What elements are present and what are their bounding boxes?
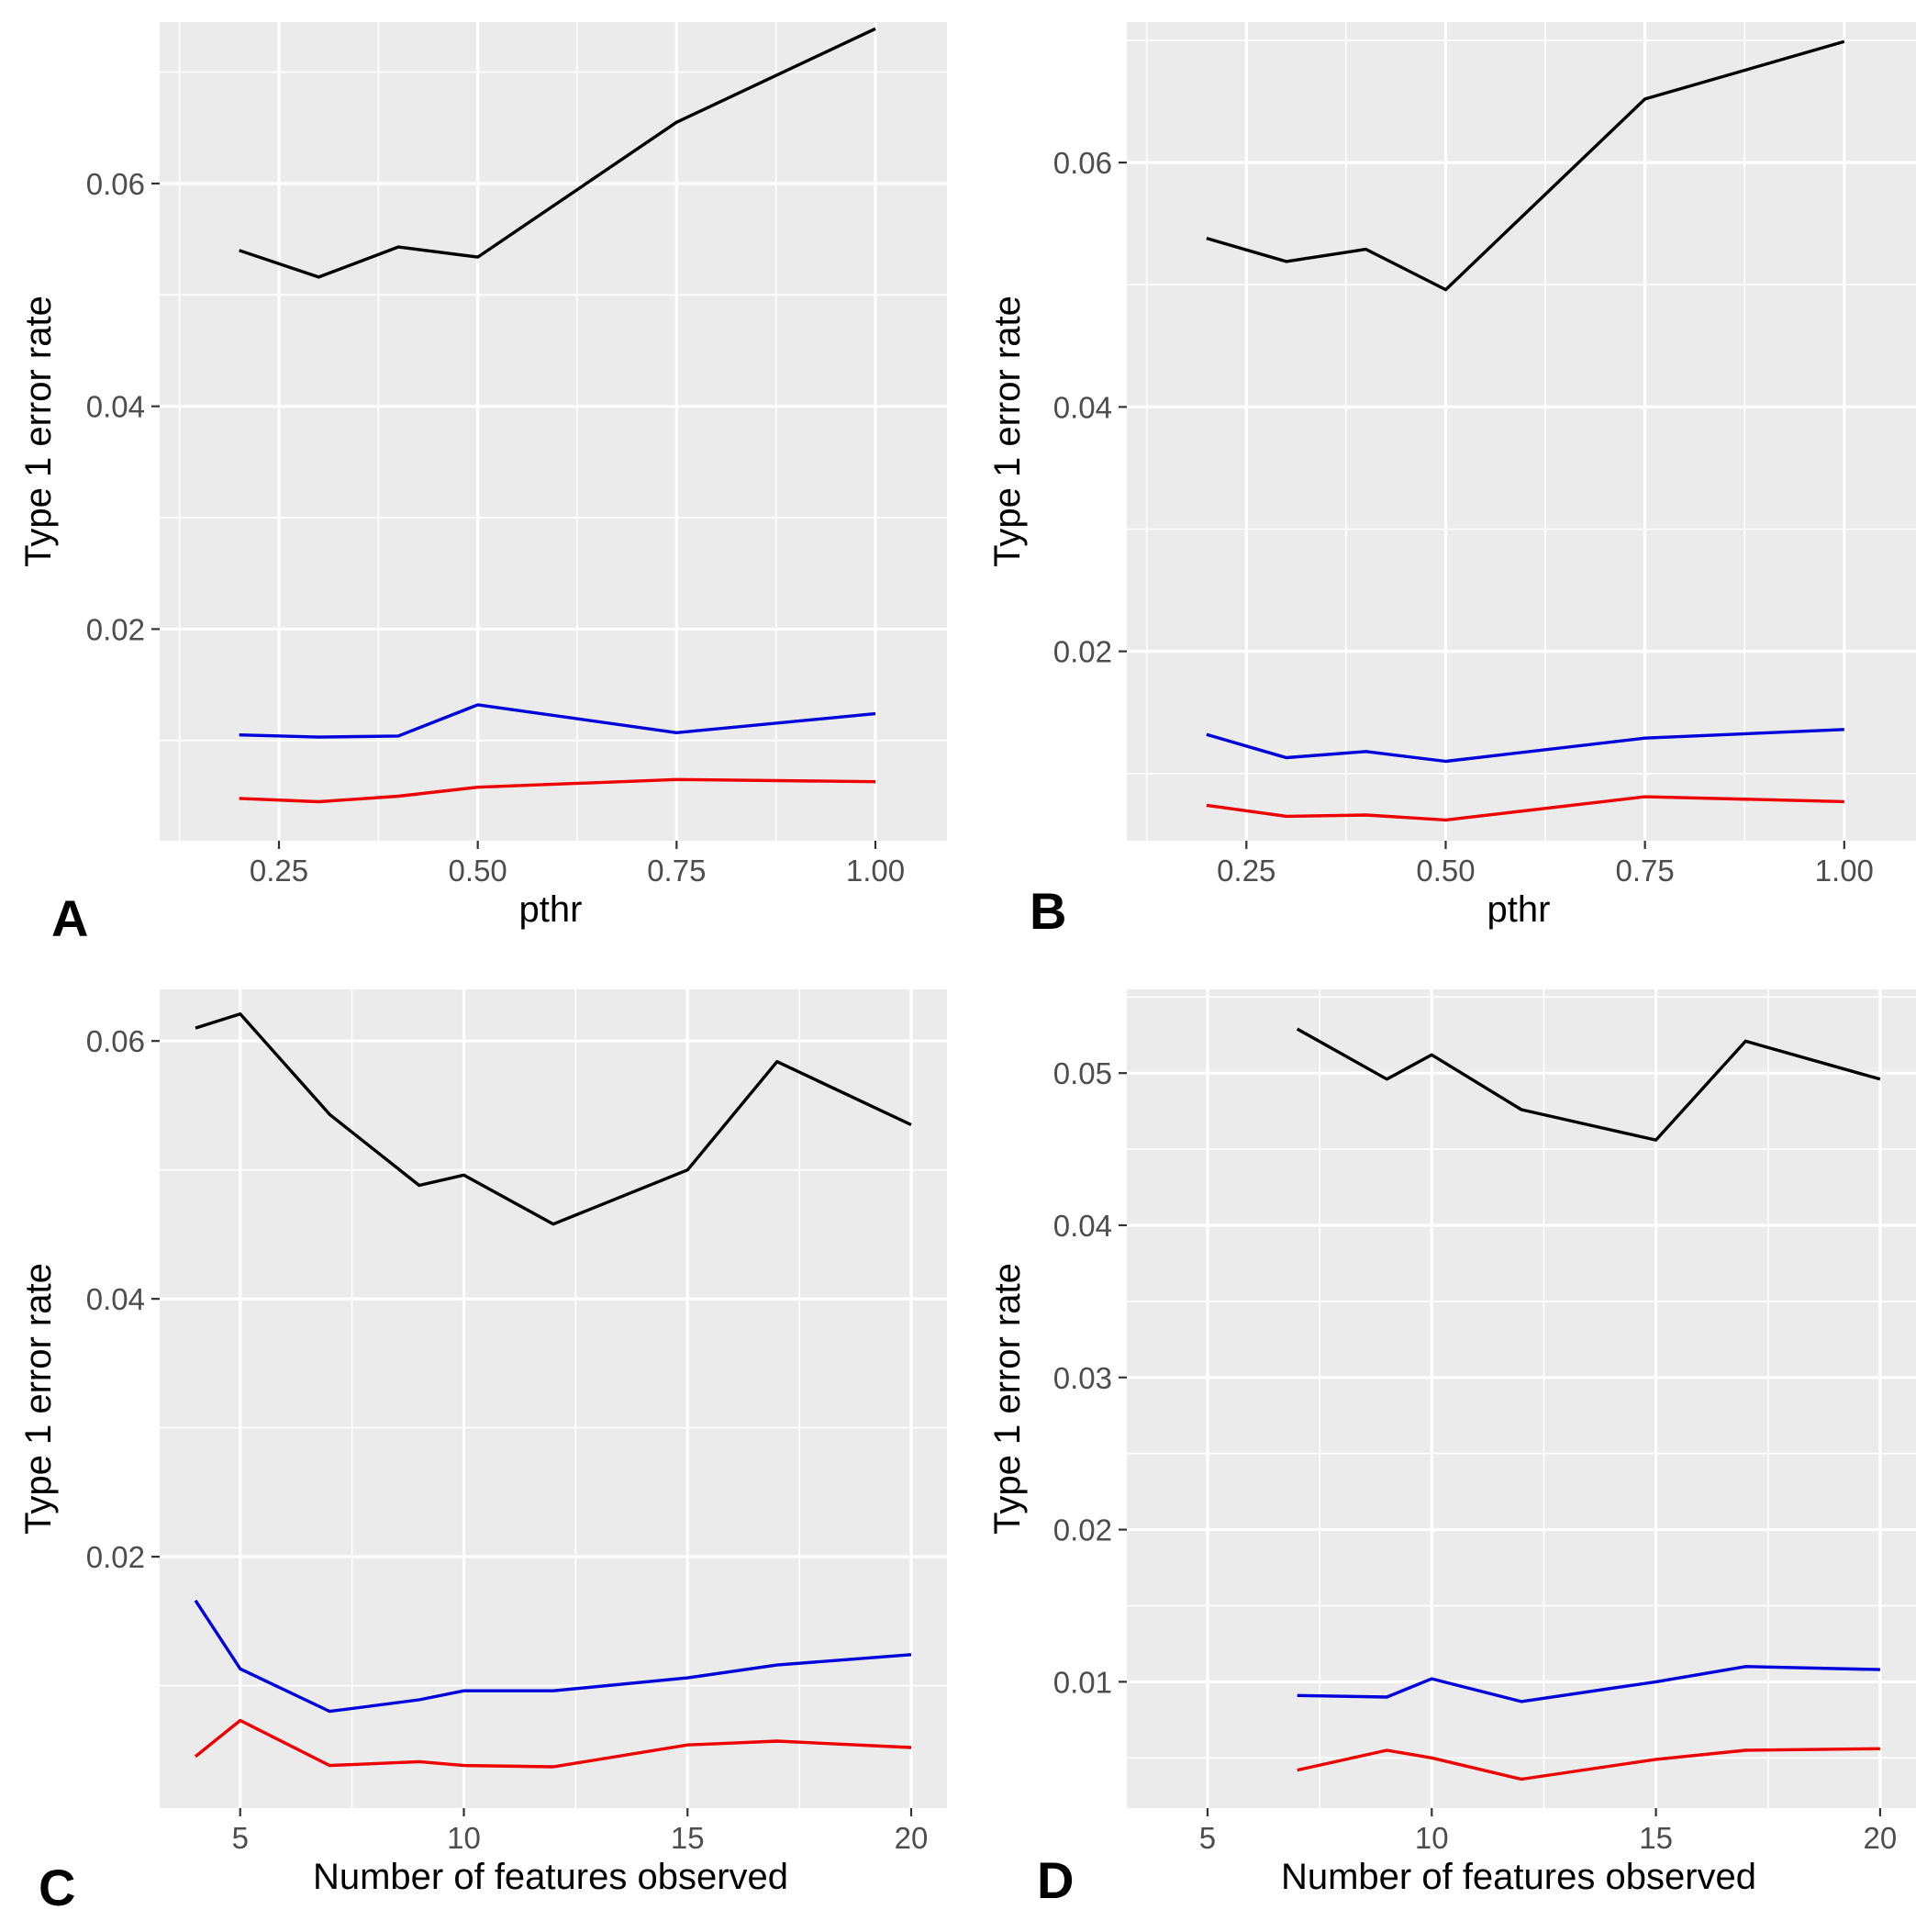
series-line-3 [194, 1718, 912, 1769]
x-tick-label: 15 [1639, 1821, 1673, 1855]
series-line-2 [1297, 1665, 1880, 1703]
x-tick-label: 10 [1415, 1821, 1449, 1855]
series-line-3 [1206, 795, 1844, 822]
y-tick-label: 0.06 [1053, 146, 1112, 180]
y-tick-label: 0.04 [1053, 1209, 1112, 1243]
panel-letter: C [39, 1859, 75, 1916]
x-axis-label: pthr [1487, 889, 1551, 930]
panel-letter: A [51, 889, 88, 947]
y-tick-label: 0.05 [1053, 1056, 1112, 1090]
x-tick-label: 0.75 [647, 854, 706, 888]
x-axis-label: pthr [519, 889, 583, 930]
y-tick-label: 0.04 [86, 390, 145, 424]
y-tick-label: 0.02 [86, 612, 145, 646]
x-tick-label: 0.75 [1616, 854, 1675, 888]
y-tick-label: 0.02 [86, 1540, 145, 1574]
series-line-2 [239, 703, 876, 739]
plot-background [160, 22, 947, 841]
series-line-2 [1206, 728, 1844, 764]
series-line-2 [194, 1599, 912, 1714]
panel-d: 5 10 15 20 0.01 0.02 0.03 0.04 0.05 Number of fea… [987, 989, 1916, 1909]
x-tick-label: 20 [1864, 1821, 1898, 1855]
plot-background [1127, 989, 1916, 1808]
y-tick-label: 0.04 [86, 1282, 145, 1316]
x-tick-label: 15 [671, 1821, 705, 1855]
series-line-1 [239, 27, 876, 279]
y-tick-label: 0.04 [1053, 390, 1112, 424]
y-tick-label: 0.03 [1053, 1361, 1112, 1395]
y-axis-label: Type 1 error rate [987, 1263, 1028, 1535]
x-tick-label: 10 [447, 1821, 481, 1855]
y-tick-label: 0.06 [86, 1024, 145, 1058]
plot-background [160, 989, 947, 1808]
plot-background [1127, 22, 1916, 841]
panel-letter: D [1037, 1851, 1074, 1909]
x-axis-label: Number of features observed [313, 1857, 788, 1897]
y-axis-label: Type 1 error rate [18, 1263, 59, 1535]
x-tick-label: 0.25 [250, 854, 308, 888]
y-tick-label: 0.01 [1053, 1665, 1112, 1699]
y-tick-label: 0.02 [1053, 635, 1112, 669]
y-tick-label: 0.06 [86, 167, 145, 201]
x-tick-label: 0.50 [1416, 854, 1475, 888]
y-axis-label: Type 1 error rate [18, 296, 59, 567]
series-line-1 [1206, 39, 1845, 292]
panel-c: 5 10 15 20 0.02 0.04 0.06 Number of features ob… [18, 989, 947, 1916]
y-axis-label: Type 1 error rate [987, 296, 1028, 567]
x-tick-label: 5 [1199, 1821, 1216, 1855]
x-tick-label: 1.00 [1815, 854, 1874, 888]
series-line-1 [195, 1011, 912, 1226]
x-axis-label: Number of features observed [1281, 1857, 1756, 1897]
x-tick-label: 5 [232, 1821, 249, 1855]
panel-b: 0.25 0.50 0.75 1.00 0.02 0.04 0.06 pthr Type 1 e… [987, 22, 1916, 940]
x-tick-label: 0.25 [1217, 854, 1275, 888]
series-line-3 [1297, 1747, 1880, 1781]
series-line-3 [239, 777, 876, 804]
panel-letter: B [1030, 882, 1066, 940]
x-tick-label: 0.50 [449, 854, 507, 888]
series-line-1 [1296, 1027, 1881, 1142]
x-tick-label: 1.00 [846, 854, 905, 888]
x-tick-label: 20 [895, 1821, 929, 1855]
y-tick-label: 0.02 [1053, 1513, 1112, 1547]
panel-a: 0.25 0.50 0.75 1.00 0.02 0.04 0.06 pthr Type 1 e… [18, 22, 947, 947]
